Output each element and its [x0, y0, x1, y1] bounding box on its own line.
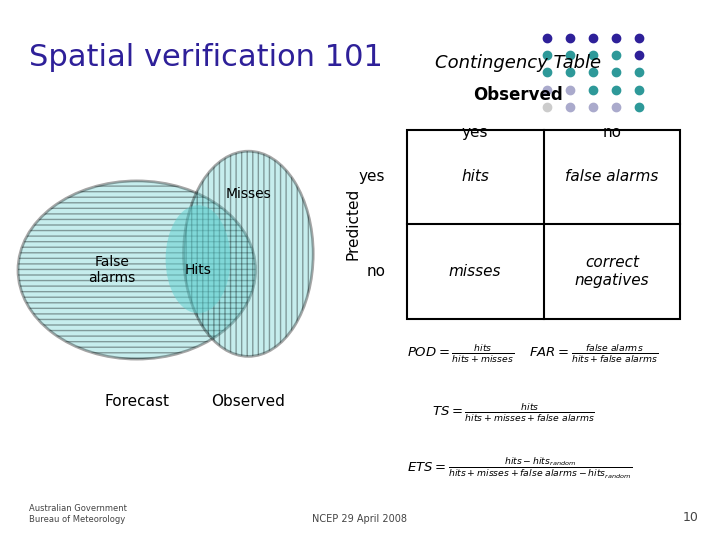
Text: NCEP 29 April 2008: NCEP 29 April 2008: [312, 514, 408, 524]
Text: yes: yes: [359, 170, 385, 184]
Text: no: no: [603, 125, 621, 140]
Text: Contingency Table: Contingency Table: [436, 54, 601, 72]
Text: yes: yes: [462, 125, 488, 140]
Text: Forecast: Forecast: [104, 394, 169, 409]
Text: hits: hits: [462, 170, 489, 184]
Text: correct
negatives: correct negatives: [575, 255, 649, 287]
Text: Predicted: Predicted: [346, 188, 360, 260]
Text: $TS = \frac{hits}{hits + misses + false\ alarms}$: $TS = \frac{hits}{hits + misses + false\…: [432, 402, 595, 424]
Text: $POD = \frac{hits}{hits + misses}$: $POD = \frac{hits}{hits + misses}$: [407, 343, 514, 365]
Circle shape: [18, 181, 256, 359]
Text: misses: misses: [449, 264, 501, 279]
Ellipse shape: [184, 151, 313, 356]
Bar: [407, 130, 680, 319]
Text: Hits: Hits: [184, 263, 212, 277]
Text: Observed: Observed: [474, 86, 563, 104]
Text: 10: 10: [683, 511, 698, 524]
Text: $FAR = \frac{false\ alarms}{hits + false\ alarms}$: $FAR = \frac{false\ alarms}{hits + false…: [529, 343, 658, 365]
Text: no: no: [366, 264, 385, 279]
Text: Observed: Observed: [212, 394, 285, 409]
Text: False
alarms: False alarms: [88, 255, 135, 285]
Text: Spatial verification 101: Spatial verification 101: [29, 43, 382, 72]
Text: false alarms: false alarms: [565, 170, 659, 184]
Text: $ETS = \frac{hits - hits_{random}}{hits + misses + false\ alarms - hits_{random}: $ETS = \frac{hits - hits_{random}}{hits …: [407, 456, 632, 481]
Text: Misses: Misses: [225, 187, 271, 201]
Text: Australian Government
Bureau of Meteorology: Australian Government Bureau of Meteorol…: [29, 504, 127, 524]
Ellipse shape: [166, 205, 230, 313]
